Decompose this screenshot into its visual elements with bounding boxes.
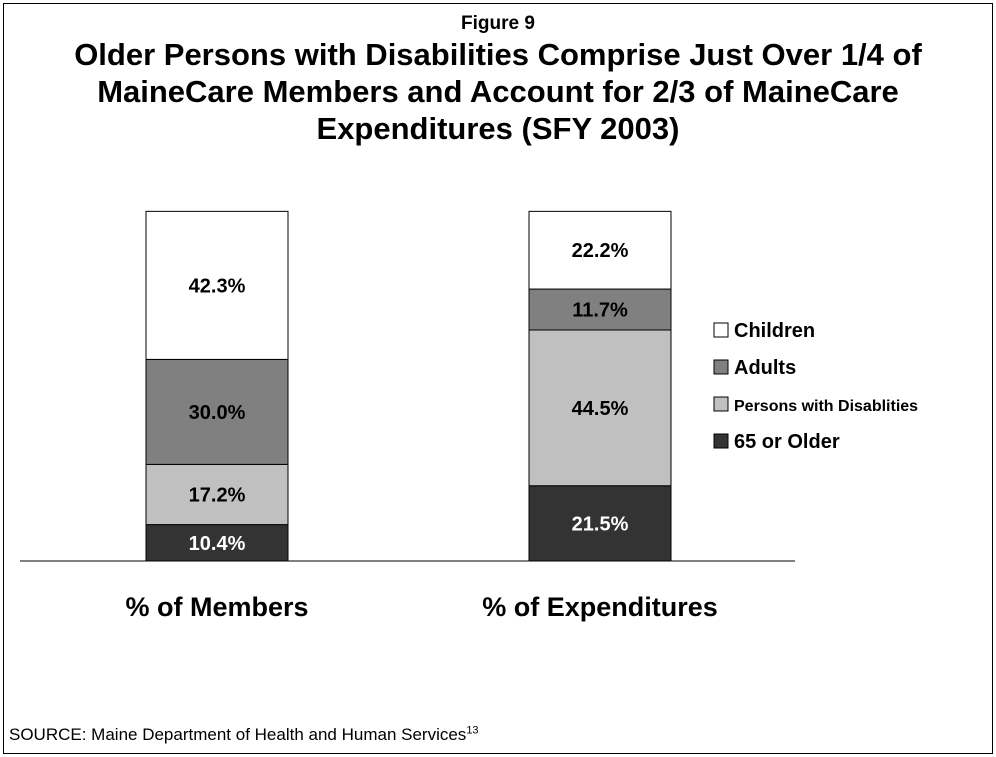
bar-segment-of-members-children [145, 210, 289, 360]
bar-segment-of-members-adults [145, 358, 289, 465]
legend-label-adults: Adults [734, 357, 796, 379]
data-label-of-members-adults: 30.0% [189, 402, 246, 424]
data-label-of-members-children: 42.3% [189, 275, 246, 297]
data-label-of-members-disabilities: 17.2% [189, 485, 246, 507]
bar-segment-of-expenditures-disabilities [528, 329, 672, 487]
data-label-of-members-older: 10.4% [189, 533, 246, 555]
legend-swatch-adults [713, 359, 729, 375]
data-label-of-expenditures-adults: 11.7% [572, 300, 628, 322]
data-label-of-expenditures-children: 22.2% [572, 240, 629, 262]
figure-label: Figure 9 [461, 13, 535, 34]
legend-swatch-older [713, 433, 729, 449]
legend-label-older: 65 or Older [734, 431, 840, 453]
title-line-1: Older Persons with Disabilities Comprise… [74, 37, 922, 72]
title-line-3: Expenditures (SFY 2003) [316, 111, 680, 146]
category-label-of-expenditures: % of Expenditures [482, 592, 718, 622]
legend-swatch-children [713, 322, 729, 338]
source-note: SOURCE: Maine Department of Health and H… [9, 725, 479, 745]
bar-segment-of-members-disabilities [145, 463, 289, 526]
title-line-2: MaineCare Members and Account for 2/3 of… [97, 74, 899, 109]
category-label-of-members: % of Members [125, 592, 308, 622]
bar-segment-of-expenditures-older [528, 485, 672, 562]
legend-swatch-disabilities [713, 396, 729, 412]
chart-title: Older Persons with Disabilities Comprise… [0, 36, 996, 147]
legend-label-children: Children [734, 320, 815, 342]
source-text: SOURCE: Maine Department of Health and H… [9, 725, 467, 744]
legend-label-disabilities: Persons with Disablities [734, 398, 918, 415]
data-label-of-expenditures-older: 21.5% [572, 513, 629, 535]
bar-segment-of-expenditures-children [528, 210, 672, 290]
data-label-of-expenditures-disabilities: 44.5% [572, 398, 629, 420]
bar-segment-of-members-older [145, 524, 289, 562]
source-footnote: 13 [466, 724, 479, 737]
